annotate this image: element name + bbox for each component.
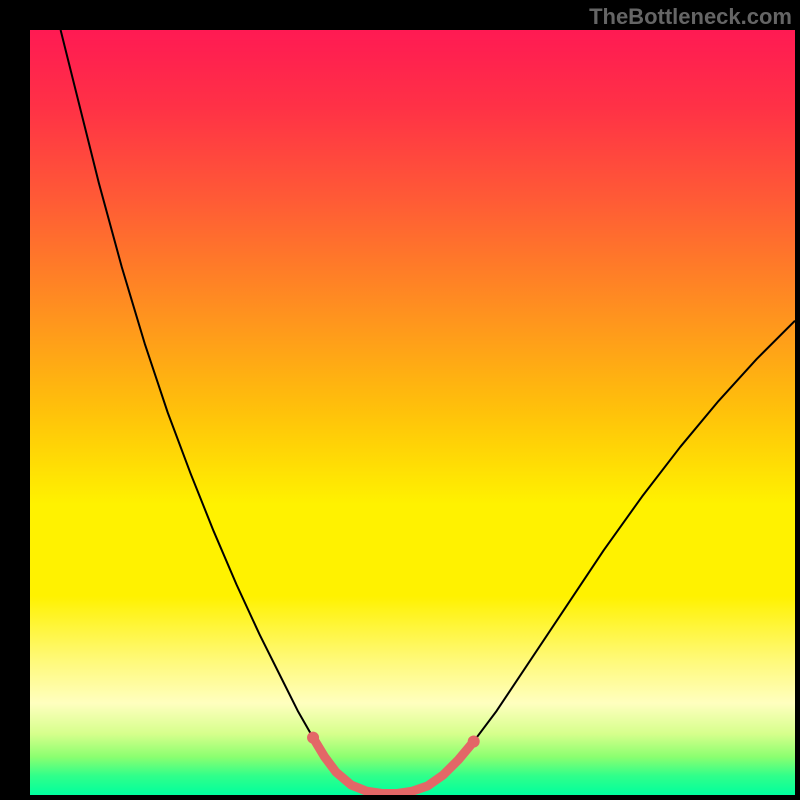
optimal-range-end-dot <box>468 735 480 747</box>
bottleneck-chart-svg <box>0 0 800 800</box>
chart-stage: TheBottleneck.com <box>0 0 800 800</box>
frame-border-bottom <box>0 795 800 800</box>
gradient-background <box>30 30 795 795</box>
frame-border-right <box>795 0 800 800</box>
optimal-range-start-dot <box>307 732 319 744</box>
frame-border-left <box>0 0 30 800</box>
watermark-label: TheBottleneck.com <box>589 4 792 30</box>
